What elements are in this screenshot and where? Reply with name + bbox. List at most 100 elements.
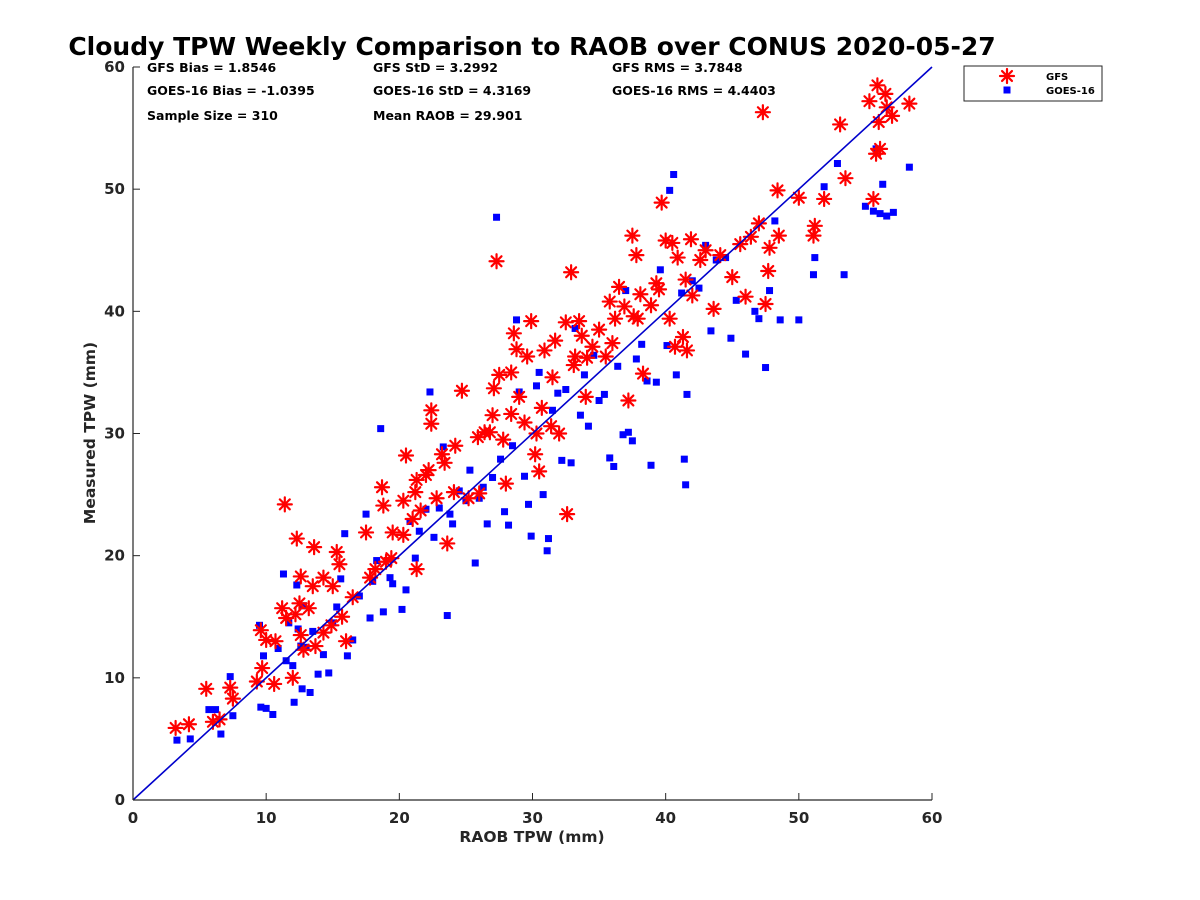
gfs-point (597, 348, 614, 365)
x-tick-label: 40 (655, 809, 676, 827)
goes-16-point (362, 510, 370, 518)
goes-16-point (809, 271, 817, 279)
goes-16-point (527, 532, 535, 540)
gfs-point (519, 348, 536, 365)
gfs-point (616, 298, 633, 315)
goes-bias-stat: GOES-16 Bias = -1.0395 (147, 83, 315, 98)
goes-16-point (256, 621, 264, 629)
goes-16-point (624, 428, 632, 436)
gfs-point (861, 93, 878, 110)
goes-16-point (732, 296, 740, 304)
y-tick-label: 60 (104, 58, 125, 76)
goes-16-point (229, 712, 237, 720)
goes-16-point (755, 315, 763, 323)
gfs-point (484, 407, 501, 424)
goes-16-point (471, 559, 479, 567)
goes-16-point (501, 508, 509, 516)
x-tick-label: 50 (788, 809, 809, 827)
gfs-point (167, 719, 184, 737)
goes-16-point (632, 355, 640, 363)
gfs-point (642, 297, 660, 314)
goes-16-point (656, 266, 664, 274)
goes-16-point (548, 406, 556, 414)
goes-16-point (766, 287, 774, 295)
gfs-point (770, 227, 787, 244)
gfs-point (682, 231, 700, 248)
gfs-point (531, 463, 548, 480)
goes-16-point (905, 163, 913, 171)
gfs-point (865, 190, 882, 208)
gfs-point (495, 431, 512, 448)
gfs-point (357, 524, 375, 541)
gfs-point (678, 342, 696, 359)
x-axis-label: RAOB TPW (mm) (459, 828, 604, 846)
gfs-point (590, 321, 608, 338)
x-tick-label: 30 (522, 809, 543, 827)
goes-16-point (876, 210, 884, 218)
gfs-point (491, 366, 508, 383)
gfs-point (650, 281, 668, 298)
gfs-point (516, 414, 533, 431)
goes-16-point (290, 698, 298, 706)
goes-16-point (449, 520, 457, 528)
gfs-point (180, 716, 198, 733)
gfs-point (471, 485, 488, 502)
y-tick-label: 0 (115, 791, 125, 809)
goes-16-point (595, 397, 603, 405)
gfs-point (577, 388, 594, 405)
goes-16-point (505, 521, 513, 529)
gfs-point (606, 310, 624, 327)
gfs-point (375, 497, 392, 514)
goes-16-point (279, 570, 287, 578)
gfs-point (254, 659, 271, 677)
goes-16-point (670, 171, 678, 179)
gfs-point (551, 425, 568, 442)
gfs-point (445, 484, 463, 501)
goes-16-point (343, 652, 351, 660)
gfs-point (547, 332, 564, 349)
gfs-point (497, 475, 514, 492)
y-tick-label: 40 (104, 302, 125, 320)
goes-16-point (562, 386, 570, 394)
goes-16-point (666, 186, 674, 194)
goes-16-point (683, 390, 691, 398)
goes-16-point (293, 581, 301, 589)
goes-16-point (614, 362, 622, 370)
gfs-point (628, 247, 645, 264)
gfs-point (252, 622, 269, 639)
goes-16-point (257, 703, 265, 711)
goes-16-point (294, 625, 302, 633)
gfs-point (412, 502, 429, 519)
gfs-point (563, 264, 580, 281)
gfs-point (307, 637, 324, 655)
goes-16-point (298, 685, 306, 693)
gfs-point (666, 338, 684, 355)
gfs-point (395, 526, 412, 543)
goes-16-point (682, 481, 690, 489)
goes-16-point (707, 327, 715, 335)
goes-16-point (622, 287, 630, 295)
goes-16-point (439, 443, 447, 451)
gfs-point (306, 539, 323, 556)
gfs-point (384, 524, 401, 541)
goes-16-point (377, 425, 385, 433)
gfs-point (276, 496, 293, 513)
gfs-point (397, 447, 415, 464)
gfs-point (806, 217, 823, 234)
goes-16-point (509, 442, 517, 450)
gfs-point (832, 116, 849, 133)
gfs-point (737, 288, 754, 305)
gfs-point (761, 239, 778, 256)
goes-16-point (879, 180, 887, 188)
goes-16-point (652, 378, 660, 386)
goes-16-point (840, 271, 848, 279)
goes-16-point (883, 212, 891, 220)
gfs-point (292, 626, 309, 644)
gfs-point (684, 287, 701, 304)
y-axis-ticks: 0 10 20 30 40 50 60 (104, 58, 140, 809)
y-tick-label: 20 (104, 547, 125, 565)
gfs-point (331, 556, 348, 573)
goes-16-point (525, 500, 533, 508)
gfs-point (677, 271, 694, 288)
gfs-point (198, 680, 215, 697)
